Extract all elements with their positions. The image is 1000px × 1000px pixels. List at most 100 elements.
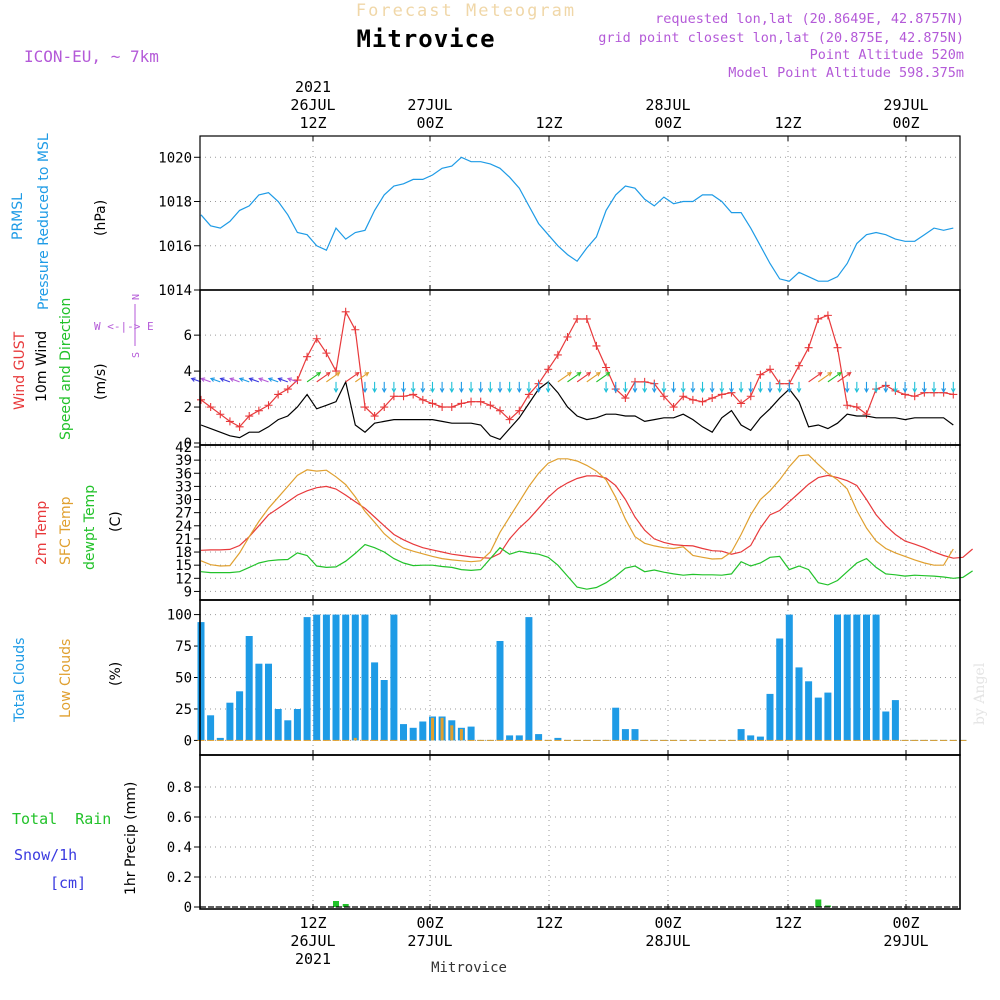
wind-arrow-head — [873, 388, 879, 394]
wind-unit: (m/s) — [93, 363, 109, 400]
wind-arrow-head — [468, 388, 474, 394]
gust-marker — [303, 352, 312, 361]
wind-arrow-head — [719, 388, 725, 394]
wind-arrow-head — [516, 388, 522, 394]
wind-arrow-head — [576, 372, 582, 377]
model-point-altitude: Model Point Altitude 598.375m — [728, 65, 964, 81]
bar-total-clouds — [293, 709, 301, 741]
ytick-label: 6 — [184, 328, 192, 344]
wind-arrow-head — [844, 388, 850, 394]
gust-marker — [843, 401, 852, 410]
bar-total-clouds — [882, 711, 890, 741]
wind-arrow-head — [325, 372, 331, 377]
wind-arrow-head — [335, 372, 341, 377]
gust-marker — [573, 314, 582, 323]
series-line-dewpt-temp — [200, 543, 973, 590]
ytick-label: 39 — [175, 453, 192, 469]
bar-total-clouds — [756, 736, 764, 741]
bar-total-clouds — [245, 636, 253, 741]
panels: 1014101610181020024691215182124273033363… — [158, 135, 973, 916]
bar-total-clouds — [284, 720, 292, 741]
ytick-label: 50 — [175, 671, 192, 687]
gust-marker — [737, 399, 746, 408]
watermark: by Angel — [972, 662, 988, 725]
wind-arrow-head — [286, 377, 293, 382]
wind-arrow-head — [931, 388, 937, 394]
wind-arrow-head — [680, 388, 686, 394]
bar-total-clouds — [747, 735, 755, 741]
gust-marker — [814, 314, 823, 323]
ytick-label: 0 — [184, 436, 192, 452]
ytick-label: 0.2 — [167, 870, 192, 886]
bottom-axis-date: 27JUL — [407, 932, 452, 950]
gust-marker — [428, 399, 437, 408]
ytick-label: 4 — [184, 364, 192, 380]
wind-arrow — [220, 377, 231, 383]
model-label: ICON-EU, ~ 7km — [24, 47, 159, 66]
wind-arrow — [354, 372, 369, 383]
gust-marker — [698, 397, 707, 406]
bar-total-clouds — [824, 692, 832, 741]
ytick-label: 25 — [175, 702, 192, 718]
wind-arrow — [808, 372, 823, 383]
wind-arrow-head — [410, 388, 416, 394]
wind-arrow-head — [883, 388, 889, 394]
bar-total-clouds — [776, 638, 784, 741]
wind-arrow-head — [700, 388, 705, 394]
wind-arrow-head — [497, 388, 503, 394]
bar-low-clouds — [459, 729, 463, 741]
wind-arrow-head — [767, 388, 773, 394]
wind-arrow-head — [430, 388, 435, 394]
ytick-label: 21 — [175, 532, 192, 548]
bar-total-clouds — [843, 614, 851, 741]
wind-arrow — [817, 372, 832, 383]
wind-arrow-head — [941, 388, 947, 394]
bottom-axis-label: 00Z — [654, 914, 681, 932]
ytick-label: 2 — [184, 400, 192, 416]
panel-frame — [199, 444, 961, 601]
wind-arrow-head — [316, 372, 322, 377]
sfc-temp-label: SFC Temp — [58, 496, 74, 565]
gust-marker — [679, 392, 688, 401]
gust-marker — [910, 392, 919, 401]
wind-arrow-head — [729, 388, 734, 394]
gust-marker — [804, 343, 813, 352]
bar-total-clouds — [535, 734, 543, 741]
bar-total-rain — [815, 899, 822, 907]
bar-total-clouds — [631, 729, 639, 741]
series-line-prmsl — [200, 156, 954, 282]
bar-low-clouds — [353, 737, 357, 741]
bar-total-clouds — [313, 614, 321, 741]
grid-point-lonlat: grid point closest lon,lat (20.875E, 42.… — [598, 30, 964, 46]
bar-total-clouds — [419, 721, 427, 741]
gust-marker — [688, 395, 697, 404]
bar-total-clouds — [814, 697, 822, 741]
gust-marker — [515, 406, 524, 415]
wind-arrow — [837, 372, 852, 383]
bar-total-clouds — [409, 727, 417, 741]
ytick-label: 1014 — [158, 283, 192, 299]
ytick-label: 9 — [184, 584, 192, 600]
bar-total-clouds — [390, 614, 398, 741]
wind-arrow-head — [391, 388, 397, 394]
bar-total-clouds — [621, 729, 629, 741]
bar-total-clouds — [805, 681, 813, 741]
ytick-label: 24 — [175, 519, 192, 535]
total-rain-label: Total Rain — [12, 810, 111, 828]
wind-arrow-head — [902, 388, 908, 394]
wind-arrow-head — [786, 388, 792, 394]
series-line-sfc-temp — [200, 454, 954, 567]
wind-arrow — [239, 377, 250, 383]
precip-axis-label: 1hr Precip (mm) — [123, 782, 139, 895]
bar-total-clouds — [496, 641, 504, 741]
ytick-label: 0.8 — [167, 780, 192, 796]
wind-arrow — [586, 372, 601, 383]
gust-marker — [505, 415, 514, 424]
wind-speed-dir-label: Speed and Direction — [58, 298, 74, 440]
top-axis-label: 12Z — [299, 114, 326, 132]
bar-total-rain — [342, 904, 349, 907]
wind-arrow-head — [190, 377, 196, 382]
bar-low-clouds — [431, 717, 434, 741]
panel-3: 0 25 50 75 100 — [167, 599, 967, 756]
wind-arrow-head — [758, 388, 763, 394]
